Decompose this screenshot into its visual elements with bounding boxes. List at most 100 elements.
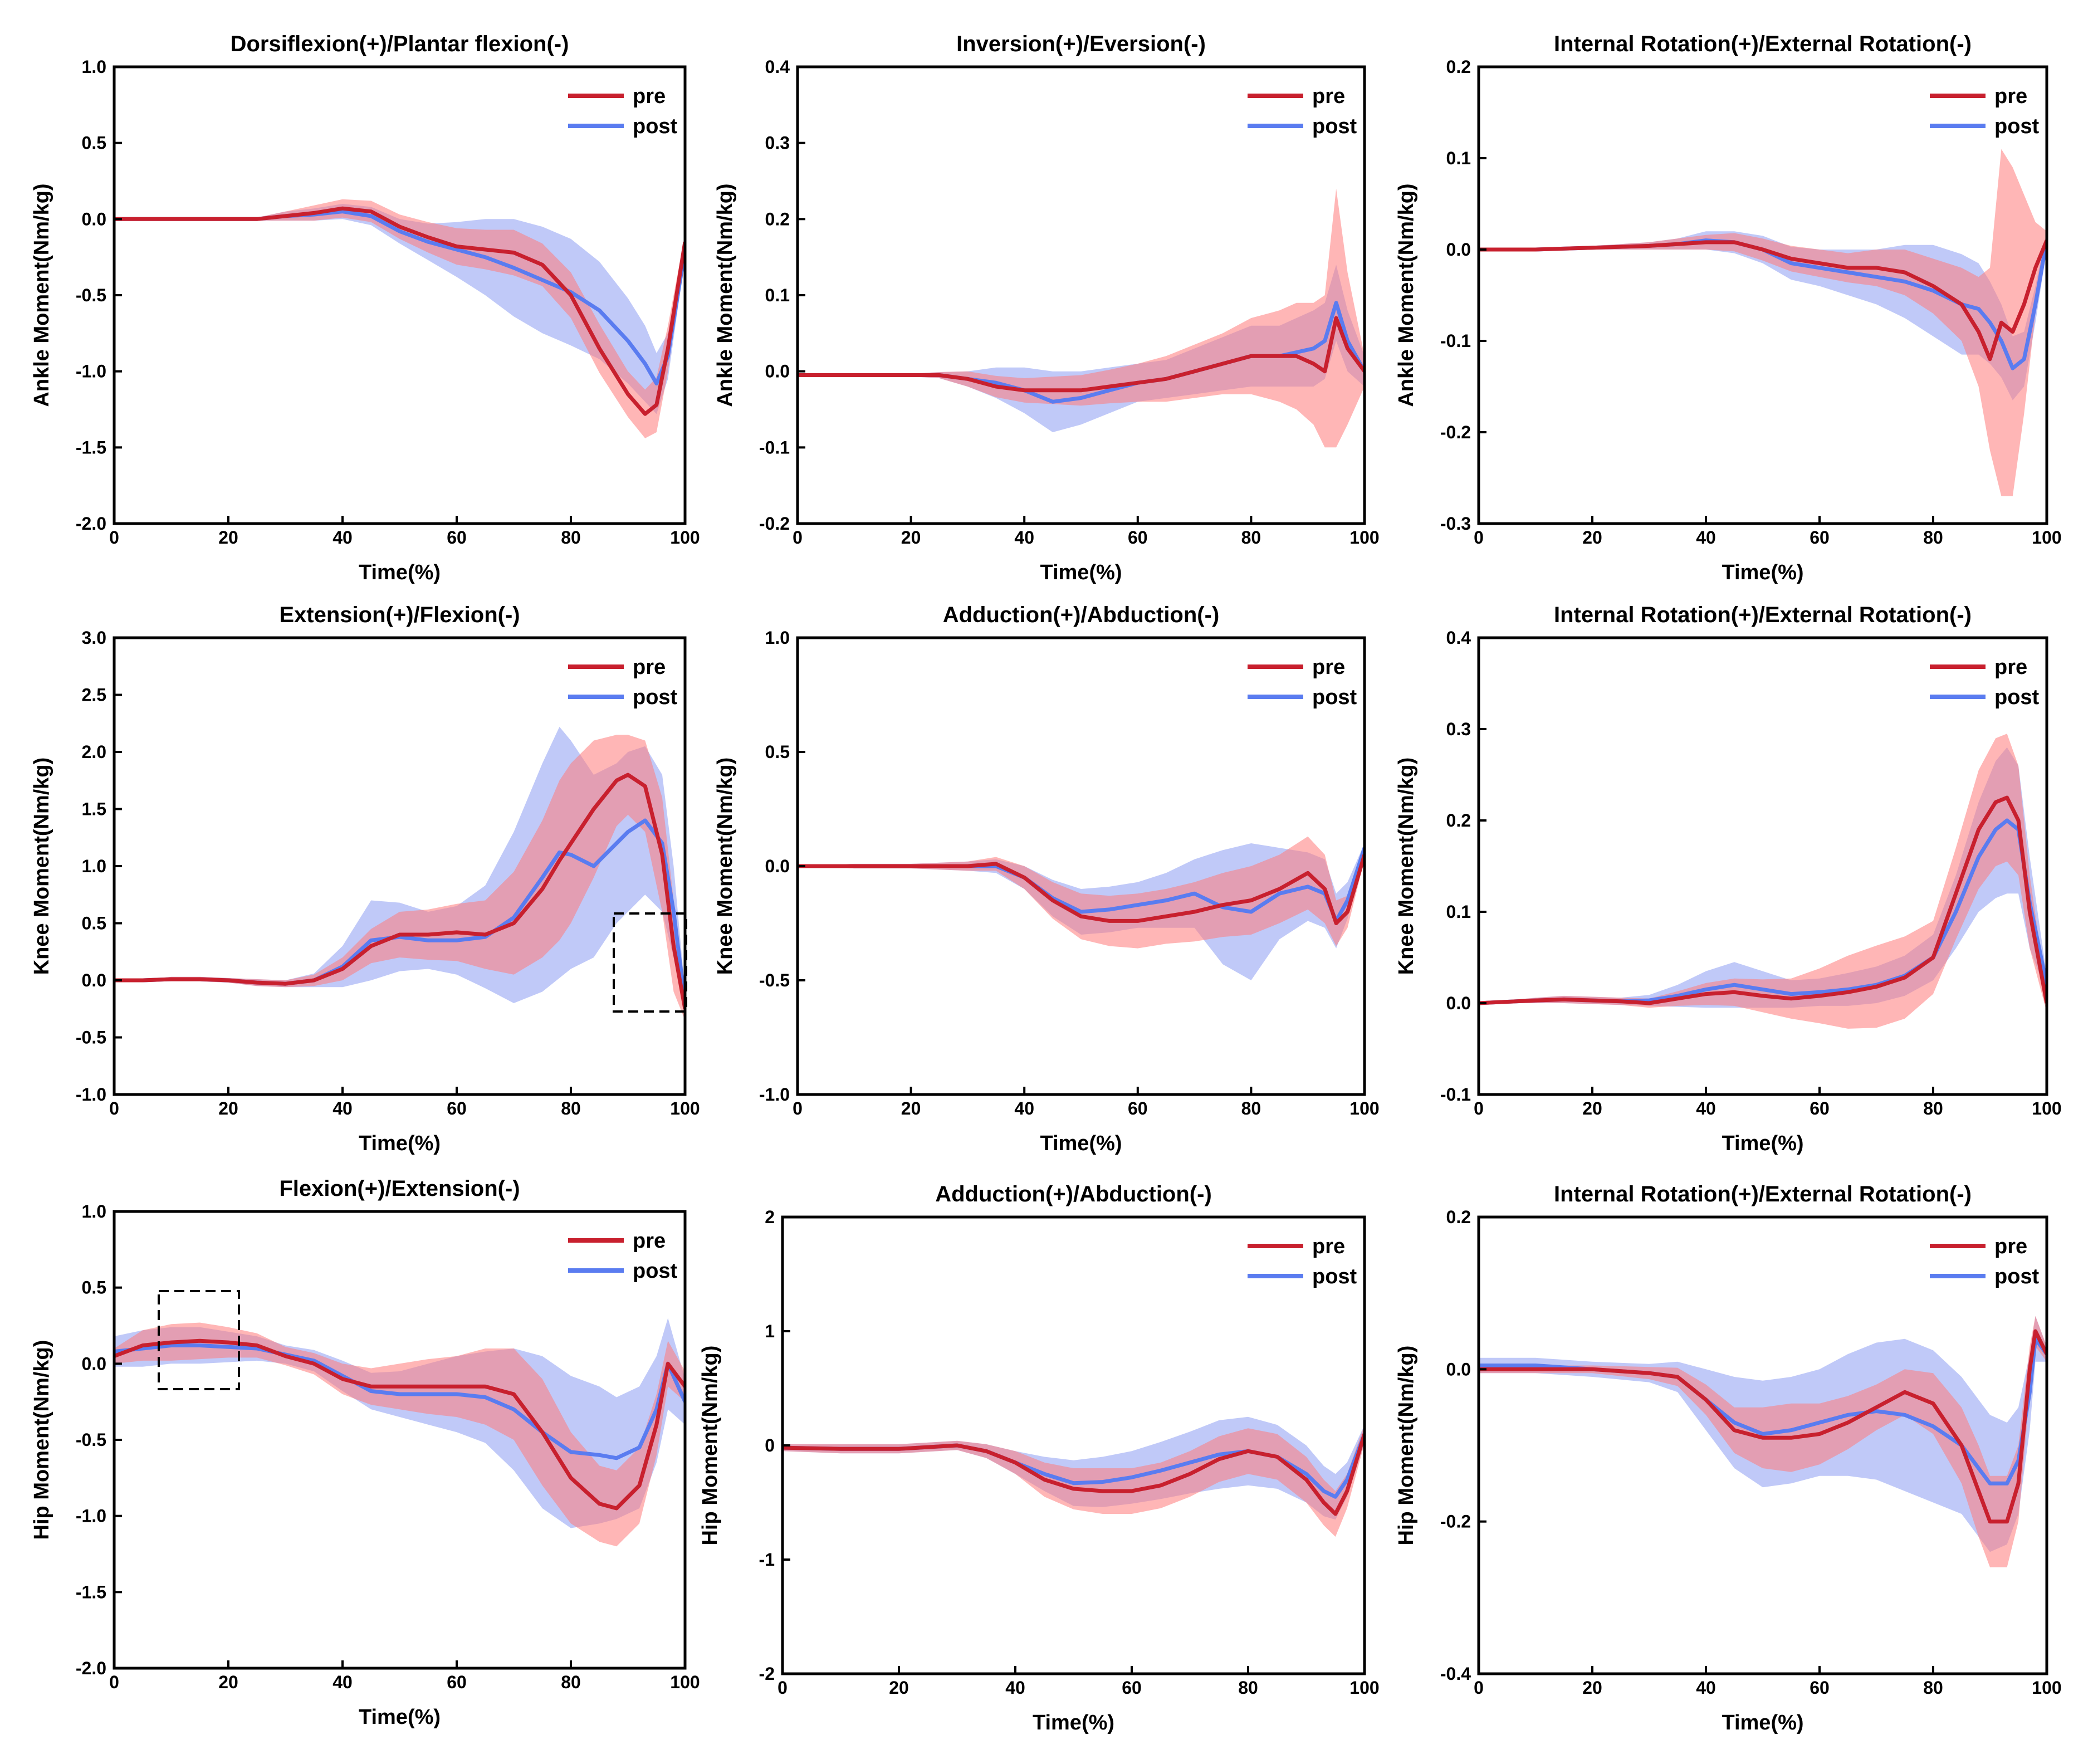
x-axis-label: Time(%) [359,1132,441,1155]
legend-label-pre: pre [1994,656,2027,679]
x-tick-label: 0 [109,1098,119,1118]
y-axis-label: Ankle Moment(Nm/kg) [1395,183,1418,407]
plot-area [783,1416,1365,1537]
x-tick-label: 100 [1349,527,1379,548]
y-tick-label: 0 [765,1435,775,1455]
y-axis-label: Hip Moment(Nm/kg) [698,1346,722,1546]
y-axis-label: Knee Moment(Nm/kg) [1395,758,1418,975]
chart-panel-8: 0 20 40 60 80 100 -2 -1 0 1 2 Adduction(+)/Abductio… [698,1182,1380,1734]
y-tick-label: 0.0 [82,1353,106,1374]
mean-line-pre [114,206,685,416]
legend-label-pre: pre [1312,656,1345,679]
legend-label-post: post [633,686,678,709]
y-tick-label: -0.5 [76,1430,106,1450]
legend-label-pre: pre [633,656,666,679]
x-tick-label: 0 [793,1098,803,1118]
y-tick-label: -1 [759,1550,775,1570]
x-tick-label: 40 [1014,1098,1034,1118]
x-axis-label: Time(%) [1033,1711,1114,1734]
legend-label-post: post [1312,115,1357,138]
y-tick-label: -2.0 [76,1658,106,1678]
y-tick-label: -1.0 [76,361,106,382]
x-tick-label: 40 [1696,1098,1716,1118]
x-axis-label: Time(%) [1040,561,1122,584]
x-tick-label: 60 [1810,527,1830,548]
x-axis-label: Time(%) [359,1706,441,1729]
legend-label-post: post [1994,1265,2040,1288]
y-tick-label: 0.4 [1446,628,1471,648]
legend-label-pre: pre [1312,85,1345,108]
x-tick-label: 100 [2032,1098,2061,1118]
plot-frame [1477,636,2048,1096]
y-tick-label: 0.0 [1446,1359,1471,1379]
x-tick-label: 60 [1810,1678,1830,1698]
x-tick-label: 0 [1474,1098,1484,1118]
mean-line-pre [1479,795,2047,1005]
y-tick-label: -0.5 [76,1028,106,1048]
y-tick-label: 0.2 [1446,57,1471,77]
mean-line-pre [783,1433,1365,1516]
sd-band-pre [1479,149,2047,496]
chart-title: Extension(+)/Flexion(-) [279,603,520,627]
y-tick-label: 2 [765,1207,775,1227]
mean-line-pre [1479,240,2047,361]
x-tick-label: 0 [1474,1678,1484,1698]
chart-panel-5: 0 20 40 60 80 100 -1.0 -0.5 0.0 0.5 1.0 Adduction(+… [713,603,1380,1155]
y-tick-label: -1.0 [76,1506,106,1526]
highlight-box-hip-flexion [158,1290,240,1390]
x-tick-label: 0 [793,527,803,548]
y-tick-label: -1.0 [76,1084,106,1105]
y-tick-label: 0.0 [82,970,106,990]
plot-frame [796,65,1366,525]
y-tick-label: 0.0 [1446,240,1471,260]
sd-band-pre [1479,734,2047,1029]
x-tick-label: 20 [901,527,921,548]
chart-panel-9: 0 20 40 60 80 100 -0.4 -0.2 0.0 0.2 Internal Rotat… [1395,1182,2062,1734]
y-tick-label: 1.0 [82,57,106,77]
y-tick-label: 0.1 [1446,148,1471,168]
legend-label-post: post [1312,686,1357,709]
legend: pre post [1930,656,2040,709]
plot-area [1479,149,2047,496]
legend-label-post: post [1312,1265,1357,1288]
y-tick-label: 0.5 [82,913,106,934]
legend-label-pre: pre [1312,1235,1345,1258]
x-tick-label: 0 [777,1678,788,1698]
chart-panel-2: 0 20 40 60 80 100 -0.2 -0.1 0.0 0.1 0.2 0.3 0.4 Inver… [713,32,1380,584]
chart-panel-6: 0 20 40 60 80 100 -0.1 0.0 0.1 0.2 0.3 0.4 Internal … [1395,603,2062,1155]
x-tick-label: 100 [1349,1678,1379,1698]
x-tick-label: 0 [109,1672,119,1692]
mean-line-pre [114,1338,685,1511]
x-tick-label: 60 [1128,1098,1148,1118]
y-tick-label: 2.5 [82,685,106,705]
y-axis-label: Knee Moment(Nm/kg) [30,758,53,975]
sd-band-pre [114,735,685,1020]
x-tick-label: 80 [1923,527,1943,548]
y-tick-label: 0.2 [765,209,790,229]
x-tick-label: 100 [670,1098,700,1118]
y-axis-label: Knee Moment(Nm/kg) [713,758,737,975]
y-tick-label: 0.0 [82,209,106,229]
sd-band-pre [798,188,1365,448]
mean-line-pre [1479,1329,2047,1524]
plot-area [114,726,685,1020]
x-tick-label: 100 [2032,527,2061,548]
x-tick-label: 80 [561,1672,581,1692]
chart-title: Adduction(+)/Abduction(-) [943,603,1220,627]
plot-area [1479,734,2047,1029]
y-tick-label: 0.4 [765,57,790,77]
x-tick-label: 80 [1923,1678,1943,1698]
legend-label-pre: pre [1994,85,2027,108]
y-tick-label: -0.1 [1440,1084,1471,1105]
x-axis-label: Time(%) [1722,1711,1803,1734]
x-tick-label: 60 [1122,1678,1142,1698]
x-tick-label: 20 [218,1098,238,1118]
legend: pre post [1248,85,1357,138]
y-tick-label: 0.3 [765,133,790,153]
chart-title: Internal Rotation(+)/External Rotation(-… [1554,1182,1972,1206]
y-axis-label: Hip Moment(Nm/kg) [30,1340,53,1540]
legend: pre post [568,85,678,138]
plot-frame [1477,1215,2048,1675]
x-tick-label: 40 [1696,527,1716,548]
